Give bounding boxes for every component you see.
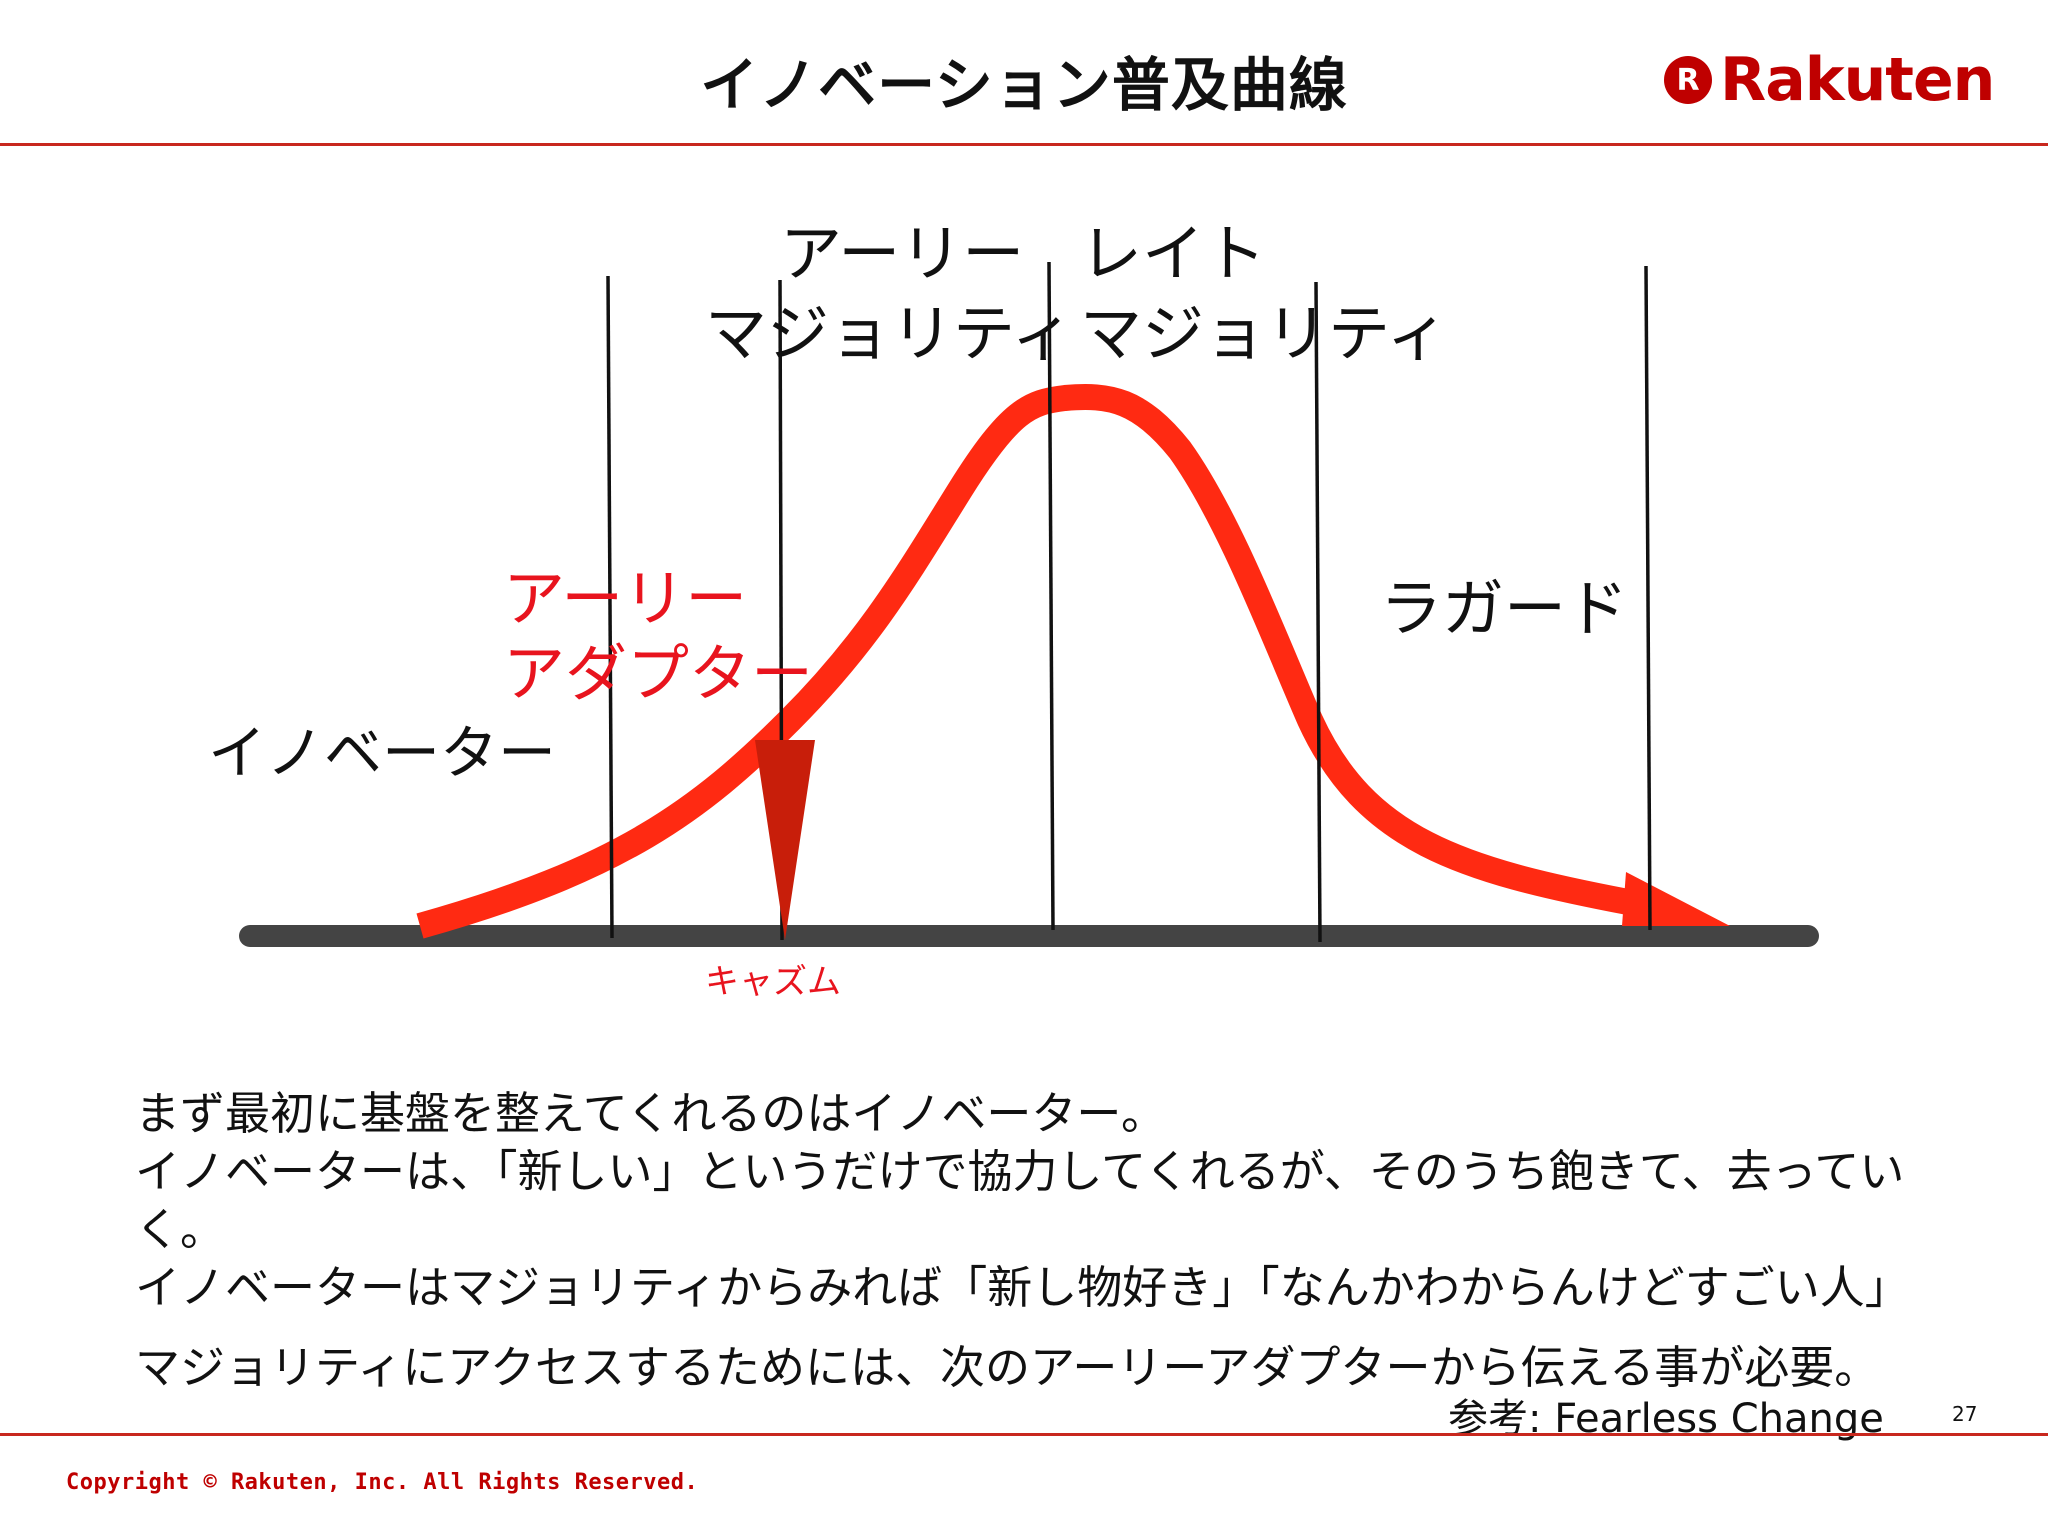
footer-divider	[0, 1433, 2048, 1436]
divider-line-5	[1644, 265, 1652, 931]
chasm-arrow	[755, 740, 815, 940]
curve-arrowhead	[1622, 872, 1730, 926]
rakuten-r-icon: R	[1664, 56, 1712, 104]
label-early-majority-line2: マジョリティ	[705, 297, 1073, 370]
note-line-4: マジョリティにアクセスするためには、次のアーリーアダプターから伝える事が必要。	[135, 1341, 1880, 1394]
label-late-majority-line1: レイト	[1080, 217, 1266, 290]
label-early-adopters-line2: アダプター	[503, 637, 813, 710]
divider-line-4	[1314, 281, 1322, 943]
note-line-1: まず最初に基盤を整えてくれるのはイノベーター。	[135, 1087, 1166, 1140]
rakuten-logo: R Rakuten	[1664, 45, 1995, 115]
note-line-2: イノベーターは、「新しい」というだけで協力してくれるが、そのうち飽きて、去ってい…	[135, 1145, 1905, 1256]
label-early-majority-line1: アーリー	[780, 217, 1024, 290]
label-late-majority-line2: マジョリティ	[1080, 297, 1448, 370]
slide-title: イノベーション普及曲線	[700, 51, 1348, 119]
page-number: 27	[1952, 1402, 1978, 1426]
note-line-3: イノベーターはマジョリティからみれば「新し物好き」「なんかわからんけどすごい人」	[135, 1261, 1910, 1314]
divider-line-3	[1047, 261, 1055, 931]
copyright-notice: Copyright © Rakuten, Inc. All Rights Res…	[66, 1470, 699, 1495]
label-innovators: イノベーター	[208, 719, 556, 787]
logo-text: Rakuten	[1720, 45, 1995, 115]
divider-line-1	[606, 275, 614, 939]
notes-block: まず最初に基盤を整えてくれるのはイノベーター。 イノベーターは、「新しい」という…	[135, 1085, 1975, 1397]
diffusion-curve-diagram: イノベーター アーリー アダプター アーリー マジョリティ レイト マジョリティ…	[208, 217, 1819, 1002]
header-divider	[0, 143, 2048, 146]
label-early-adopters-line1: アーリー	[503, 562, 747, 635]
label-laggards: ラガード	[1380, 572, 1628, 645]
label-chasm: キャズム	[705, 962, 841, 1002]
diffusion-curve	[416, 383, 1631, 939]
